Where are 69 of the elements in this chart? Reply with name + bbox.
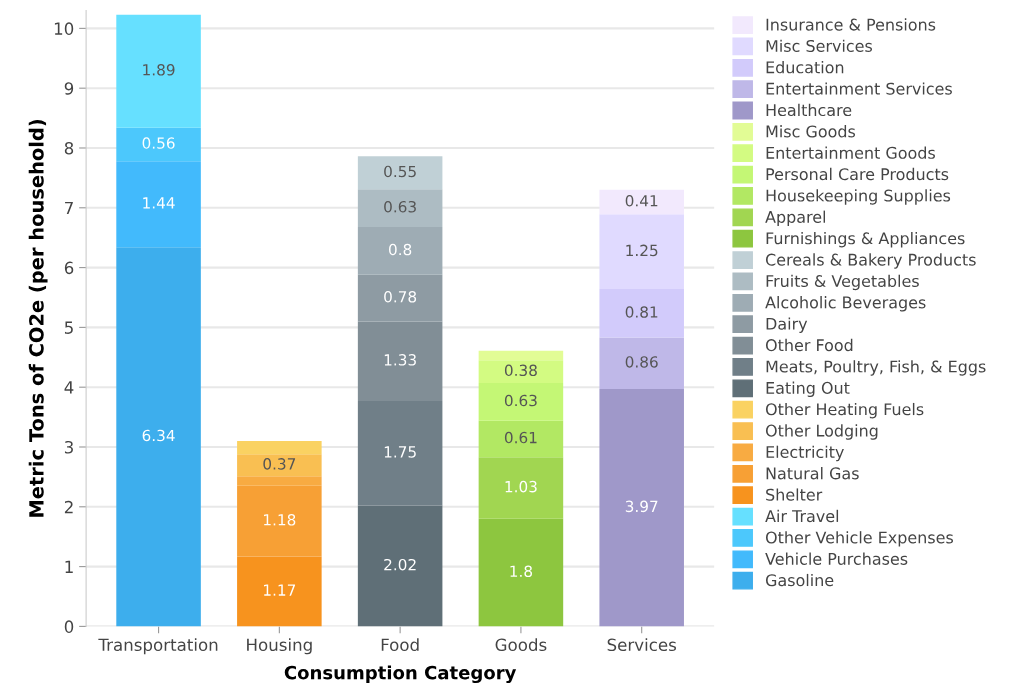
data-label: 0.61: [504, 431, 537, 444]
data-label: 6.34: [142, 429, 175, 442]
legend-label: Misc Services: [766, 39, 873, 52]
legend-label: Other Lodging: [765, 424, 878, 440]
y-tick-label: 4: [64, 381, 74, 394]
y-tick-label: 7: [65, 201, 73, 215]
legend-label: Housekeeping Supplies: [766, 189, 951, 205]
legend-label: Other Vehicle Expenses: [765, 531, 954, 547]
y-tick-label: 5: [64, 321, 73, 334]
legend-label: Alcoholic Beverages: [765, 296, 926, 312]
data-label: 1.44: [143, 197, 175, 209]
x-tick-label: Food: [381, 638, 419, 652]
y-tick-label: 0: [64, 620, 74, 633]
data-label: 1.17: [264, 584, 296, 596]
legend-label: Other Food: [765, 338, 853, 352]
legend-label: Personal Care Products: [766, 167, 949, 181]
legend-label: Electricity: [766, 445, 844, 462]
data-label: 1.25: [626, 244, 658, 257]
data-label: 0.55: [384, 165, 416, 178]
y-axis-title: Metric Tons of CO2e (per household): [28, 119, 48, 517]
data-label: 0.37: [263, 458, 296, 470]
legend-label: Healthcare: [766, 103, 852, 117]
data-label: 0.63: [384, 200, 416, 213]
y-tick-label: 9: [64, 82, 74, 95]
legend-label: Eating Out: [766, 381, 850, 398]
y-tick-label: 10: [54, 22, 74, 35]
legend-label: Natural Gas: [766, 467, 859, 480]
data-label: 1.03: [505, 480, 537, 493]
legend-label: Cereals & Bakery Products: [765, 253, 976, 269]
data-label: 1.8: [510, 565, 533, 578]
legend-label: Furnishings & Appliances: [766, 231, 965, 248]
data-label: 1.18: [264, 514, 296, 526]
data-label: 1.89: [143, 64, 175, 76]
data-label: 0.8: [388, 243, 412, 256]
y-tick-label: 1: [65, 560, 73, 573]
data-label: 3.97: [625, 500, 658, 513]
x-tick-label: Goods: [495, 638, 547, 652]
legend-label: Education: [766, 61, 844, 74]
data-label: 1.33: [384, 354, 416, 366]
data-label: 0.41: [625, 194, 658, 207]
legend-label: Fruits & Vegetables: [766, 274, 919, 291]
data-label: 0.38: [504, 364, 537, 377]
legend-label: Apparel: [765, 210, 826, 227]
data-label: 1.75: [384, 446, 416, 458]
y-tick-label: 2: [64, 500, 73, 514]
data-label: 0.81: [625, 306, 658, 318]
legend-label: Vehicle Purchases: [765, 552, 908, 565]
x-tick-label: Services: [607, 638, 677, 652]
legend-label: Misc Goods: [766, 125, 856, 138]
legend-label: Shelter: [766, 488, 823, 501]
x-tick-label: Transportation: [98, 638, 218, 655]
x-tick-label: Housing: [247, 638, 312, 655]
legend-label: Entertainment Services: [766, 82, 952, 95]
legend-label: Gasoline: [765, 573, 834, 587]
y-tick-label: 3: [64, 440, 73, 454]
legend-label: Entertainment Goods: [766, 146, 935, 159]
x-axis-title: Consumption Category: [284, 665, 517, 684]
data-label: 0.86: [625, 356, 658, 368]
legend-label: Meats, Poultry, Fish, & Eggs: [766, 360, 986, 376]
data-label: 0.56: [142, 137, 175, 149]
data-label: 0.78: [384, 290, 417, 303]
legend-label: Air Travel: [765, 509, 839, 523]
legend-label: Dairy: [766, 317, 808, 333]
data-label: 0.63: [504, 394, 537, 407]
legend-label: Insurance & Pensions: [766, 18, 936, 31]
legend-label: Other Heating Fuels: [765, 402, 924, 419]
y-tick-label: 8: [64, 141, 74, 155]
y-tick-label: 6: [64, 261, 74, 275]
data-label: 2.02: [384, 558, 416, 571]
